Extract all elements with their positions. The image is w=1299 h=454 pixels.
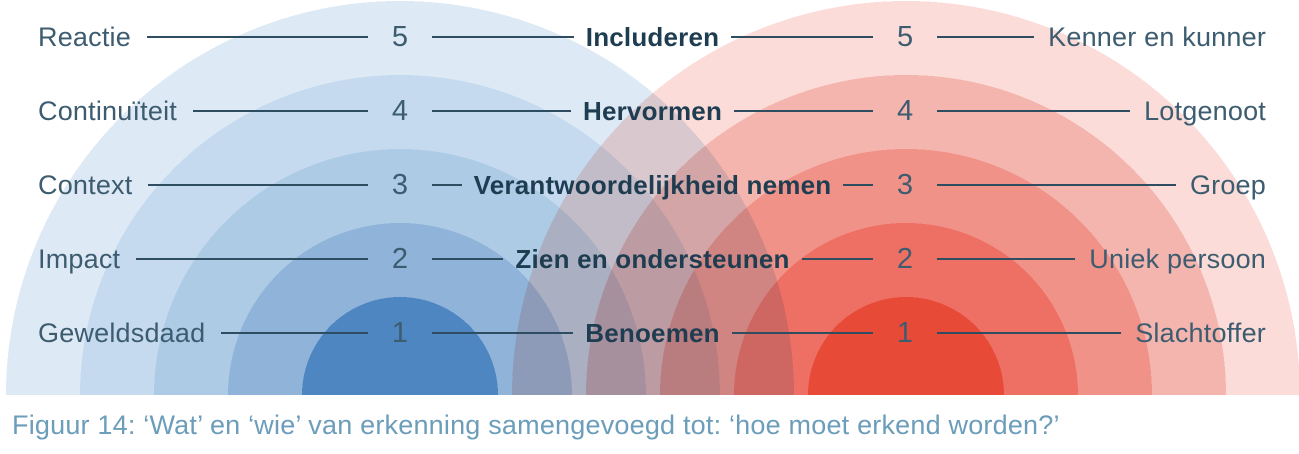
level-row-3: Context 3 Verantwoordelijkheid nemen 3 G… <box>0 148 1299 222</box>
connector-line <box>937 184 1176 186</box>
action-label: Hervormen <box>582 95 723 126</box>
right-zone: Lotgenoot <box>925 96 1299 127</box>
connector-line <box>937 110 1131 112</box>
connector-line <box>432 184 462 186</box>
wat-label: Reactie <box>38 21 131 52</box>
connector-line <box>432 36 574 38</box>
wat-label: Continuïteit <box>38 95 177 126</box>
level-number-right: 5 <box>896 20 914 53</box>
level-number-right: 4 <box>896 94 914 127</box>
action-label: Zien en ondersteunen <box>515 243 790 274</box>
connector-line <box>432 110 571 112</box>
connector-line <box>734 110 874 112</box>
level-row-2: Impact 2 Zien en ondersteunen 2 Uniek pe… <box>0 222 1299 296</box>
left-zone: Impact <box>0 244 380 275</box>
rings-band: Reactie 5 Includeren 5 Kenner en kunner … <box>0 0 1299 395</box>
action-label: Includeren <box>585 21 720 52</box>
left-zone: Reactie <box>0 22 380 53</box>
wie-label: Uniek persoon <box>1089 243 1266 274</box>
action-label: Benoemen <box>585 317 720 348</box>
right-zone: Kenner en kunner <box>925 22 1299 53</box>
level-number-left: 3 <box>391 168 409 201</box>
connector-line <box>192 110 368 112</box>
level-number-left: 4 <box>391 94 409 127</box>
level-number-left: 5 <box>391 20 409 53</box>
figure-caption: Figuur 14: ‘Wat’ en ‘wie’ van erkenning … <box>12 410 1060 440</box>
wie-label: Slachtoffer <box>1135 317 1266 348</box>
connector-line <box>843 184 873 186</box>
wie-label: Groep <box>1189 169 1266 200</box>
wat-label: Context <box>38 169 133 200</box>
left-zone: Geweldsdaad <box>0 318 380 349</box>
red-rings-wie <box>0 0 1299 395</box>
level-rows: Reactie 5 Includeren 5 Kenner en kunner … <box>0 0 1299 370</box>
wat-label: Geweldsdaad <box>38 317 206 348</box>
wie-label: Kenner en kunner <box>1048 21 1267 52</box>
level-number-right: 3 <box>896 168 914 201</box>
connector-line <box>937 258 1076 260</box>
level-number-left: 2 <box>391 242 409 275</box>
level-number-right: 1 <box>896 316 914 349</box>
left-zone: Continuïteit <box>0 96 380 127</box>
connector-line <box>136 258 368 260</box>
wie-label: Lotgenoot <box>1144 95 1267 126</box>
level-row-5: Reactie 5 Includeren 5 Kenner en kunner <box>0 0 1299 74</box>
action-label: Verantwoordelijkheid nemen <box>473 169 832 200</box>
connector-line <box>937 332 1122 334</box>
connector-line <box>801 258 873 260</box>
level-number-left: 1 <box>391 316 409 349</box>
connector-line <box>432 332 574 334</box>
connector-line <box>146 36 368 38</box>
connector-line <box>731 332 873 334</box>
connector-line <box>937 36 1035 38</box>
connector-line <box>221 332 368 334</box>
right-zone: Groep <box>925 170 1299 201</box>
left-zone: Context <box>0 170 380 201</box>
level-row-1: Geweldsdaad 1 Benoemen 1 Slachtoffer <box>0 296 1299 370</box>
level-row-4: Continuïteit 4 Hervormen 4 Lotgenoot <box>0 74 1299 148</box>
connector-line <box>432 258 504 260</box>
connector-line <box>731 36 874 38</box>
right-zone: Slachtoffer <box>925 318 1299 349</box>
wat-label: Impact <box>38 243 121 274</box>
level-number-right: 2 <box>896 242 914 275</box>
right-zone: Uniek persoon <box>925 244 1299 275</box>
connector-line <box>148 184 368 186</box>
